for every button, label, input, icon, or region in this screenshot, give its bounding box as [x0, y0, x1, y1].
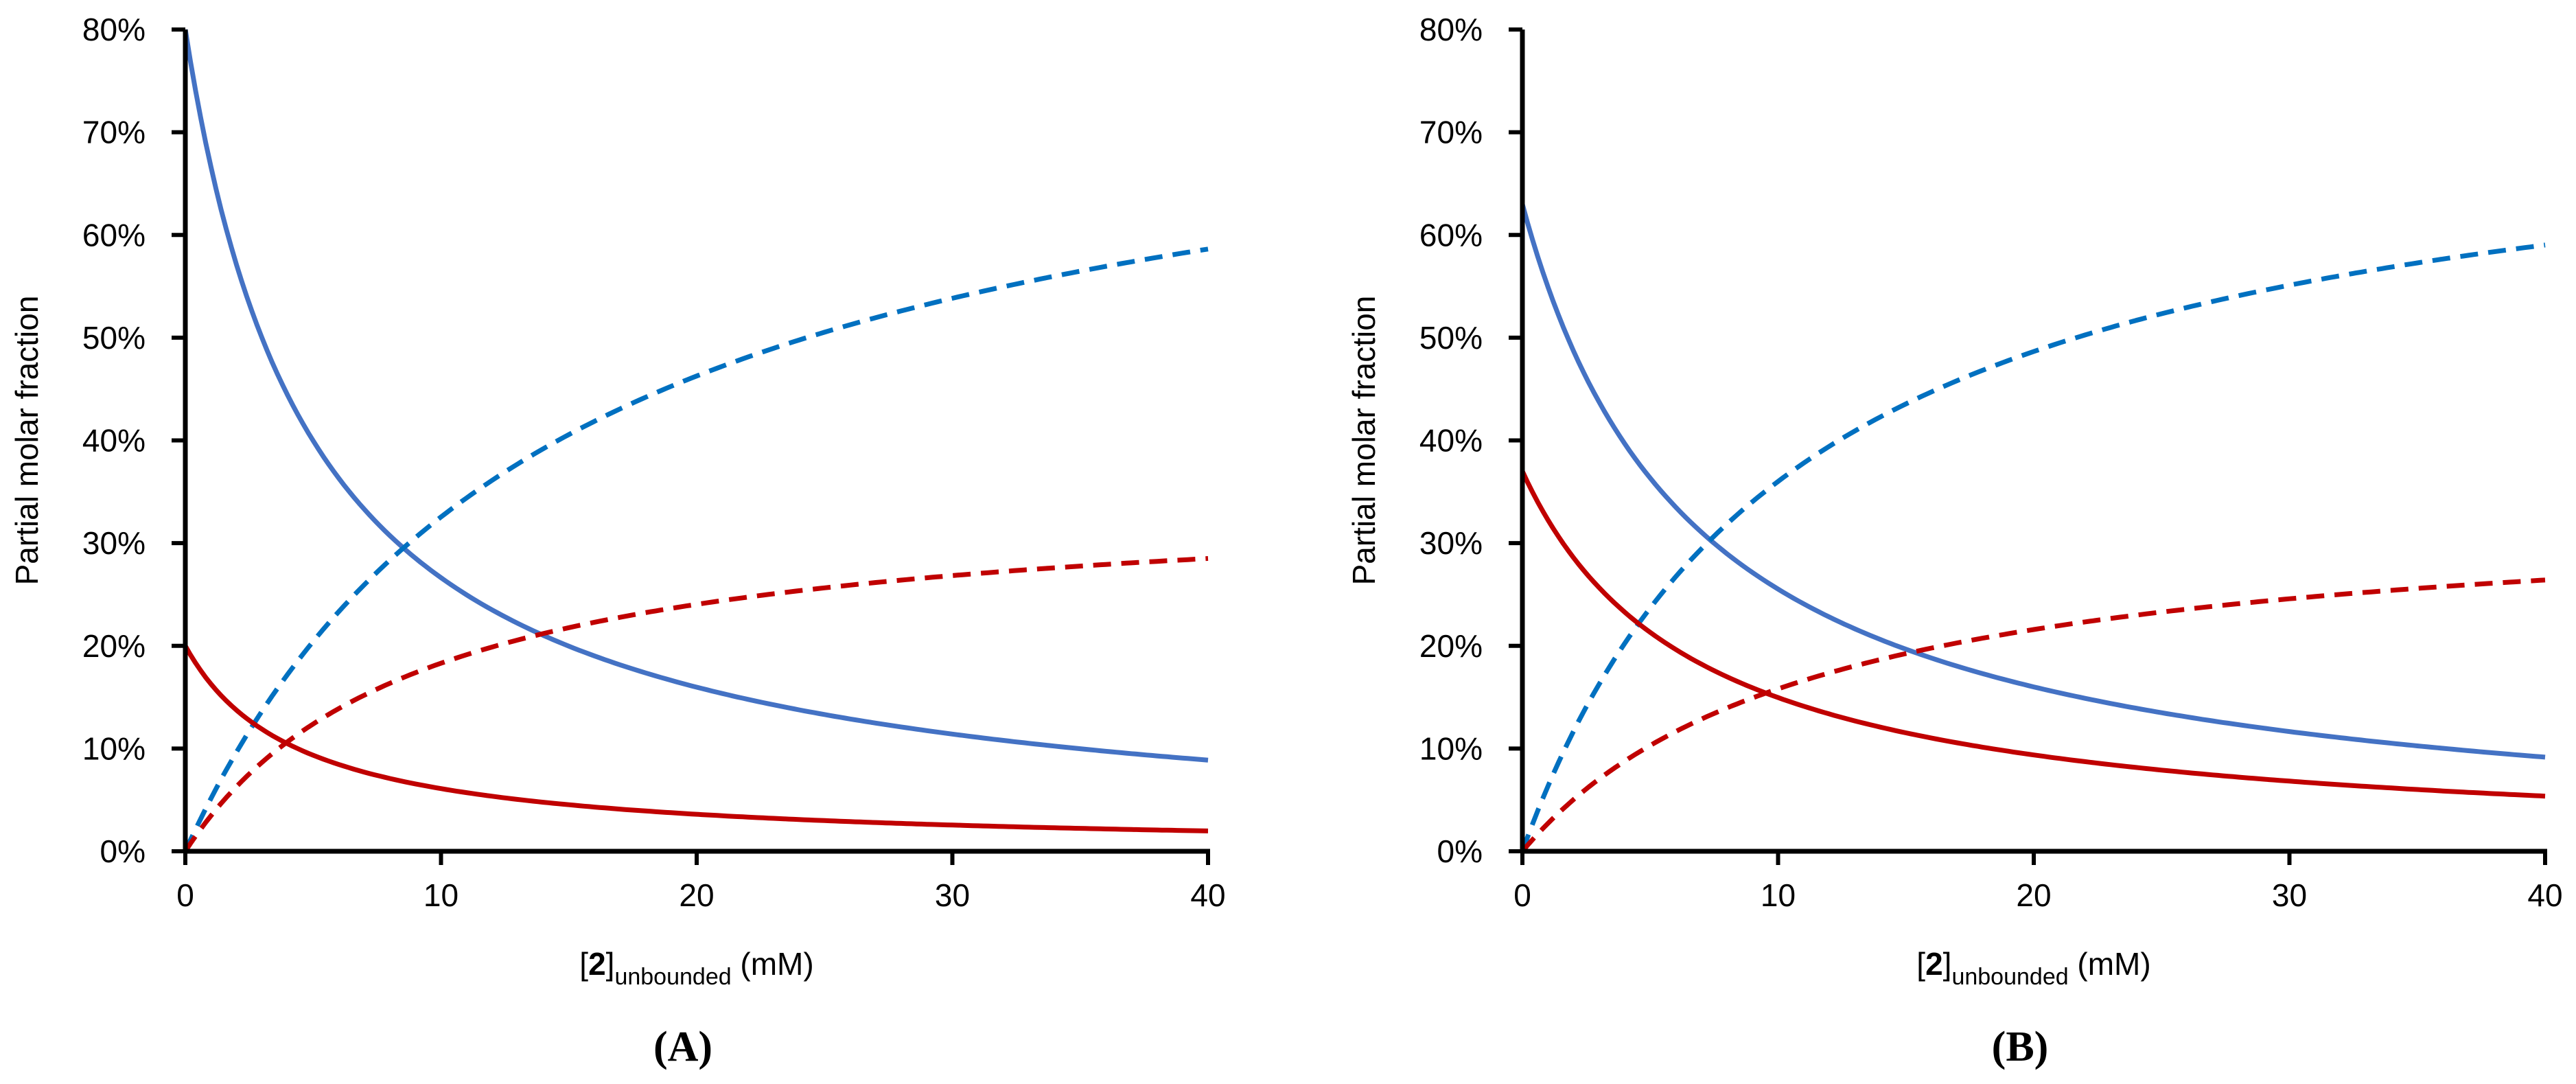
y-tick-label: 30% [82, 525, 146, 561]
y-tick-label: 80% [1419, 12, 1483, 47]
y-tick-label: 40% [82, 423, 146, 459]
x-axis-title: [2]unbounded (mM) [1916, 946, 2150, 990]
y-tick-label: 20% [1419, 628, 1483, 664]
y-axis-title: Partial molar fraction [1346, 296, 1382, 586]
x-axis-title-compound: 2 [1925, 946, 1943, 982]
series-blue-solid [183, 29, 1209, 763]
y-tick-label: 10% [1419, 730, 1483, 766]
x-axis-title-subscript: unbounded [614, 964, 731, 990]
x-axis-title-close: ] [606, 946, 615, 982]
y-tick-label: 10% [82, 730, 146, 766]
y-tick-label: 70% [1419, 115, 1483, 150]
y-tick-label: 60% [82, 217, 146, 253]
x-tick-label: 40 [1190, 877, 1225, 913]
y-tick-label: 20% [82, 628, 146, 664]
y-tick-label: 0% [1437, 833, 1483, 869]
x-tick-label: 10 [423, 877, 459, 913]
y-tick-label: 0% [100, 833, 146, 869]
x-tick-label: 0 [1513, 877, 1531, 913]
x-tick-label: 10 [1761, 877, 1796, 913]
y-axis-title: Partial molar fraction [9, 296, 45, 586]
x-tick-label: 20 [679, 877, 714, 913]
x-axis-title-unit: (mM) [2069, 946, 2151, 982]
series-red-dashed [1520, 577, 2546, 853]
panel-a: 0% 10% 20% 30% 40% 50% 60% 70% 80% 0 10 20 30 40 Parti… [9, 12, 1226, 1070]
x-axis-title: [2]unbounded (mM) [579, 946, 813, 990]
x-axis-title-unit: (mM) [732, 946, 814, 982]
x-axis-title-open: [ [1916, 946, 1925, 982]
y-tick-label: 70% [82, 115, 146, 150]
x-axis-title-open: [ [579, 946, 588, 982]
y-tick-label: 80% [82, 12, 146, 47]
y-tick-label: 50% [1419, 320, 1483, 356]
panel-b: 0% 10% 20% 30% 40% 50% 60% 70% 80% 0 10 20 30 40 Parti… [1346, 12, 2563, 1070]
x-axis-title-compound: 2 [588, 946, 606, 982]
series-blue-solid [1520, 203, 2546, 760]
series-red-solid [1520, 470, 2546, 799]
panel-label: (A) [653, 1024, 712, 1070]
series-red-dashed [183, 556, 1209, 853]
y-tick-label: 60% [1419, 217, 1483, 253]
x-axis-title-close: ] [1943, 946, 1952, 982]
x-tick-label: 30 [935, 877, 970, 913]
y-tick-label: 40% [1419, 423, 1483, 459]
y-tick-label: 50% [82, 320, 146, 356]
x-tick-label: 30 [2272, 877, 2307, 913]
series-red-solid [183, 645, 1209, 833]
series-blue-dashed [183, 246, 1209, 853]
y-tick-label: 30% [1419, 525, 1483, 561]
series-blue-dashed [1520, 242, 2546, 853]
x-tick-label: 0 [176, 877, 194, 913]
x-tick-label: 20 [2016, 877, 2051, 913]
x-tick-label: 40 [2527, 877, 2562, 913]
x-axis-title-subscript: unbounded [1951, 964, 2068, 990]
panel-label: (B) [1992, 1024, 2049, 1070]
